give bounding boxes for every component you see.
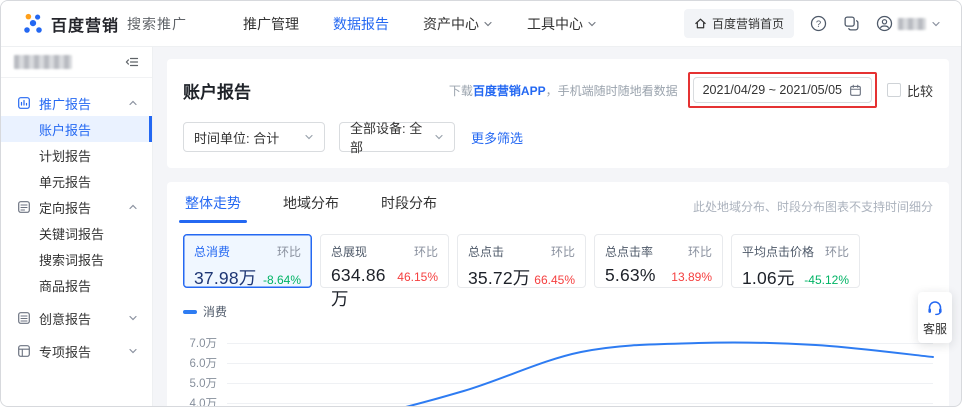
chevron-down-icon: [587, 19, 597, 29]
targeting-report-icon: [17, 200, 31, 214]
chevron-down-icon: [304, 132, 314, 142]
nav-item-asset-center[interactable]: 资产中心: [423, 14, 493, 34]
sidebar-account-row: [1, 47, 152, 78]
caret-up-icon: [128, 98, 138, 108]
baidu-marketing-logo-icon: [21, 12, 45, 36]
report-body-card: 整体走势 地域分布 时段分布 此处地域分布、时段分布图表不支持时间细分 总消费环…: [167, 182, 949, 407]
report-tabs: 整体走势 地域分布 时段分布 此处地域分布、时段分布图表不支持时间细分: [179, 189, 933, 223]
y-tick: 7.0万: [189, 338, 218, 350]
metric-cards-row: 总消费 环比 37.98万 -8.64% 总展现 环比 634.86万 46.15% 总…: [183, 234, 933, 309]
gridline: [227, 362, 933, 364]
sidebar-item-search-term-report[interactable]: 搜索词报告: [39, 252, 105, 268]
topbar-right: 百度营销首页 ?: [683, 9, 941, 38]
metric-card-total-cost[interactable]: 总消费 环比 37.98万 -8.64%: [183, 234, 312, 288]
line-series-svg: [405, 341, 934, 406]
sidebar-section-promotion-reports[interactable]: 推广报告: [1, 90, 152, 116]
top-navigation-bar: 百度营销 搜索推广 推广管理 数据报告 资产中心 工具中心: [1, 1, 961, 47]
sidebar-item-keyword-report[interactable]: 关键词报告: [39, 226, 105, 242]
date-range-picker[interactable]: 2021/04/29 ~ 2021/05/05: [692, 77, 872, 103]
annotation-highlight-box: 2021/04/29 ~ 2021/05/05: [687, 72, 877, 108]
sidebar-item-unit-report[interactable]: 单元报告: [39, 174, 92, 190]
home-icon: [694, 17, 707, 30]
chevron-down-icon: [128, 313, 138, 323]
svg-text:?: ?: [816, 19, 821, 30]
help-icon[interactable]: ?: [810, 15, 827, 32]
chevron-down-icon: [128, 346, 138, 356]
compare-toggle[interactable]: 比较: [886, 81, 933, 100]
tab-overall-trend[interactable]: 整体走势: [179, 189, 247, 223]
sidebar-item-account-report[interactable]: 账户报告: [1, 116, 152, 142]
metric-card-avg-cpc[interactable]: 平均点击价格 环比 1.06元 -45.12%: [731, 234, 860, 288]
brand-product-name: 搜索推广: [127, 15, 188, 32]
chevron-down-icon: [931, 19, 941, 29]
gridline: [227, 402, 933, 404]
primary-nav: 推广管理 数据报告 资产中心 工具中心: [243, 14, 597, 34]
sidebar-item-plan-report[interactable]: 计划报告: [39, 148, 92, 164]
creative-report-icon: [17, 311, 31, 325]
promotion-report-icon: [17, 96, 31, 110]
customer-service-button[interactable]: 客服: [918, 292, 952, 343]
marketing-home-button[interactable]: 百度营销首页: [683, 9, 794, 38]
nav-item-promotion-management[interactable]: 推广管理: [243, 15, 300, 32]
caret-up-icon: [128, 202, 138, 212]
legend-line-swatch: [183, 309, 197, 314]
consumption-trend-chart: 7.0万 6.0万 5.0万 4.0万 3.0万: [183, 325, 934, 407]
account-switch-icon[interactable]: [843, 15, 860, 32]
y-tick: 4.0万: [189, 398, 218, 407]
metric-card-total-impressions[interactable]: 总展现 环比 634.86万 46.15%: [320, 234, 449, 309]
brand-name: 百度营销: [51, 17, 120, 35]
app-download-link[interactable]: 百度营销APP: [472, 83, 546, 98]
sidebar-section-special-reports[interactable]: 专项报告: [1, 338, 152, 364]
page-title: 账户报告: [183, 82, 251, 102]
account-name-redacted: [14, 55, 72, 69]
sidebar-section-creative-reports[interactable]: 创意报告: [1, 305, 152, 331]
collapse-sidebar-icon[interactable]: [125, 55, 139, 69]
compare-checkbox[interactable]: [886, 83, 901, 97]
chart-legend: 消费: [183, 303, 933, 320]
gridline: [227, 342, 933, 344]
user-account-menu[interactable]: [876, 15, 941, 32]
tab-region-distribution[interactable]: 地域分布: [283, 195, 339, 211]
nav-item-tool-center[interactable]: 工具中心: [527, 14, 597, 34]
cost-line-path: [405, 341, 934, 406]
y-tick: 6.0万: [189, 358, 218, 370]
sidebar-item-product-report[interactable]: 商品报告: [39, 278, 92, 294]
metric-card-ctr[interactable]: 总点击率 环比 5.63% 13.89%: [594, 234, 723, 288]
time-unit-select[interactable]: 时间单位: 合计: [183, 122, 325, 152]
calendar-icon: [849, 84, 862, 97]
special-report-icon: [17, 344, 31, 358]
metric-card-total-clicks[interactable]: 总点击 环比 35.72万 66.45%: [457, 234, 586, 288]
more-filters-link[interactable]: 更多筛选: [471, 130, 524, 146]
tabs-note: 此处地域分布、时段分布图表不支持时间细分: [692, 199, 933, 214]
report-header-card: 账户报告 下载百度营销APP，手机端随时随地看数据 2021/04/29 ~ 2…: [167, 59, 949, 168]
nav-item-data-report[interactable]: 数据报告: [333, 15, 390, 32]
chevron-down-icon: [483, 19, 493, 29]
sidebar-nav: 推广报告 账户报告 计划报告 单元报告 定向报告: [1, 78, 152, 364]
gridline: [227, 382, 933, 384]
headset-icon: [926, 299, 944, 317]
device-select[interactable]: 全部设备: 全部: [339, 121, 455, 155]
brand[interactable]: 百度营销 搜索推广: [21, 12, 187, 36]
chevron-down-icon: [434, 132, 444, 142]
sidebar: 推广报告 账户报告 计划报告 单元报告 定向报告: [1, 47, 153, 406]
main-content: 账户报告 下载百度营销APP，手机端随时随地看数据 2021/04/29 ~ 2…: [153, 47, 961, 407]
tab-time-distribution[interactable]: 时段分布: [381, 195, 437, 211]
sidebar-section-targeting-reports[interactable]: 定向报告: [1, 194, 152, 220]
y-tick: 5.0万: [189, 378, 218, 390]
app-promo-text: 下载百度营销APP，手机端随时随地看数据: [448, 83, 678, 98]
user-name-redacted: [898, 17, 926, 30]
user-avatar-icon: [876, 15, 893, 32]
